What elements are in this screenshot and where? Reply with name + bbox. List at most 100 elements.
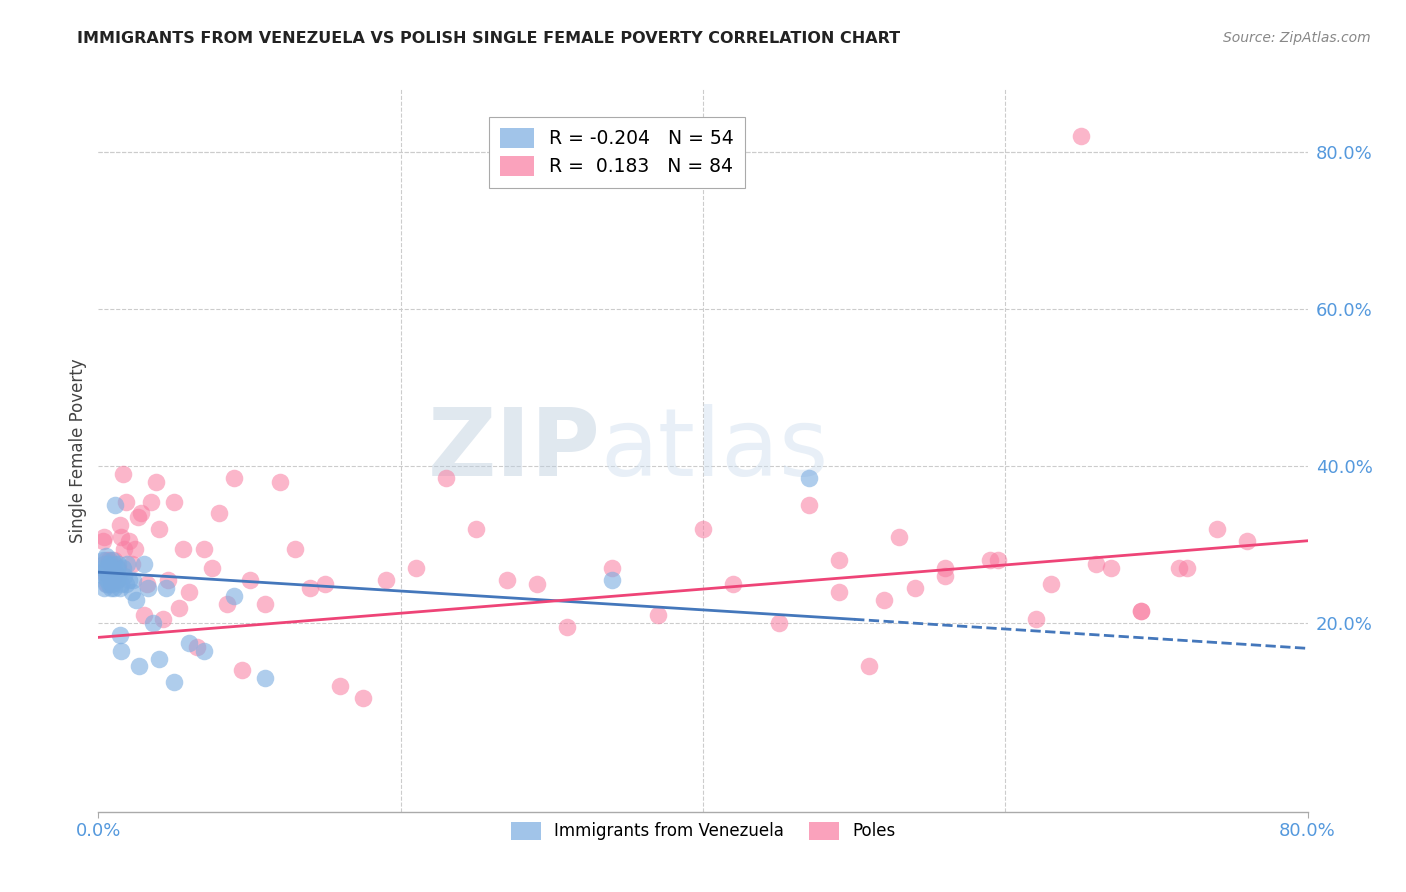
Point xyxy=(114,577,136,591)
Point xyxy=(94,549,117,564)
Point xyxy=(172,541,194,556)
Point xyxy=(104,569,127,583)
Point xyxy=(108,518,131,533)
Point xyxy=(110,644,132,658)
Point xyxy=(179,584,201,599)
Point xyxy=(145,475,167,489)
Legend: Immigrants from Venezuela, Poles: Immigrants from Venezuela, Poles xyxy=(501,812,905,850)
Point xyxy=(124,541,146,556)
Point xyxy=(979,553,1001,567)
Point xyxy=(329,679,352,693)
Point xyxy=(374,573,396,587)
Point xyxy=(987,553,1010,567)
Point xyxy=(118,573,141,587)
Point xyxy=(94,577,117,591)
Point xyxy=(934,569,956,583)
Point xyxy=(1206,522,1229,536)
Point xyxy=(148,651,170,665)
Point xyxy=(110,530,132,544)
Point xyxy=(156,573,179,587)
Point xyxy=(111,561,134,575)
Point xyxy=(555,620,578,634)
Point xyxy=(129,506,152,520)
Point xyxy=(103,558,125,572)
Point xyxy=(231,664,253,678)
Point xyxy=(239,573,262,587)
Point xyxy=(314,577,336,591)
Point xyxy=(98,553,121,567)
Point xyxy=(135,577,157,591)
Point xyxy=(405,561,427,575)
Point xyxy=(103,569,125,583)
Point xyxy=(1236,533,1258,548)
Point xyxy=(132,558,155,572)
Point xyxy=(91,553,114,567)
Point xyxy=(904,581,927,595)
Point xyxy=(602,561,624,575)
Point xyxy=(602,573,624,587)
Point xyxy=(858,659,880,673)
Point xyxy=(934,561,956,575)
Point xyxy=(94,553,117,567)
Y-axis label: Single Female Poverty: Single Female Poverty xyxy=(69,359,87,542)
Point xyxy=(1130,604,1153,618)
Point xyxy=(101,577,124,591)
Point xyxy=(94,565,117,579)
Point xyxy=(889,530,911,544)
Point xyxy=(96,561,118,575)
Point xyxy=(107,558,129,572)
Point xyxy=(692,522,714,536)
Text: Source: ZipAtlas.com: Source: ZipAtlas.com xyxy=(1223,31,1371,45)
Point xyxy=(1070,129,1092,144)
Point xyxy=(224,589,246,603)
Point xyxy=(96,573,118,587)
Point xyxy=(253,671,276,685)
Point xyxy=(114,494,136,508)
Point xyxy=(125,592,148,607)
Point xyxy=(1024,612,1046,626)
Point xyxy=(1099,561,1122,575)
Point xyxy=(103,553,125,567)
Point xyxy=(186,640,208,654)
Point xyxy=(142,616,165,631)
Point xyxy=(434,471,457,485)
Point xyxy=(103,581,125,595)
Point xyxy=(104,565,127,579)
Point xyxy=(299,581,322,595)
Point xyxy=(91,533,114,548)
Point xyxy=(215,597,238,611)
Point xyxy=(103,569,125,583)
Point xyxy=(105,561,128,575)
Point xyxy=(208,506,231,520)
Point xyxy=(526,577,548,591)
Point xyxy=(163,675,186,690)
Point xyxy=(465,522,488,536)
Point xyxy=(100,577,122,591)
Point xyxy=(105,573,128,587)
Point xyxy=(93,569,115,583)
Point xyxy=(797,471,820,485)
Point xyxy=(768,616,790,631)
Point xyxy=(136,581,159,595)
Point xyxy=(98,558,121,572)
Point xyxy=(91,561,114,575)
Point xyxy=(495,573,517,587)
Point xyxy=(201,561,224,575)
Point xyxy=(101,553,124,567)
Point xyxy=(98,569,121,583)
Point xyxy=(105,573,128,587)
Point xyxy=(797,499,820,513)
Point xyxy=(152,612,174,626)
Point xyxy=(155,581,177,595)
Point xyxy=(90,565,112,579)
Point xyxy=(1130,604,1153,618)
Point xyxy=(723,577,745,591)
Point xyxy=(98,569,121,583)
Point xyxy=(193,541,215,556)
Point xyxy=(112,569,135,583)
Point xyxy=(107,561,129,575)
Point xyxy=(647,608,669,623)
Point xyxy=(96,577,118,591)
Point xyxy=(253,597,276,611)
Point xyxy=(110,577,132,591)
